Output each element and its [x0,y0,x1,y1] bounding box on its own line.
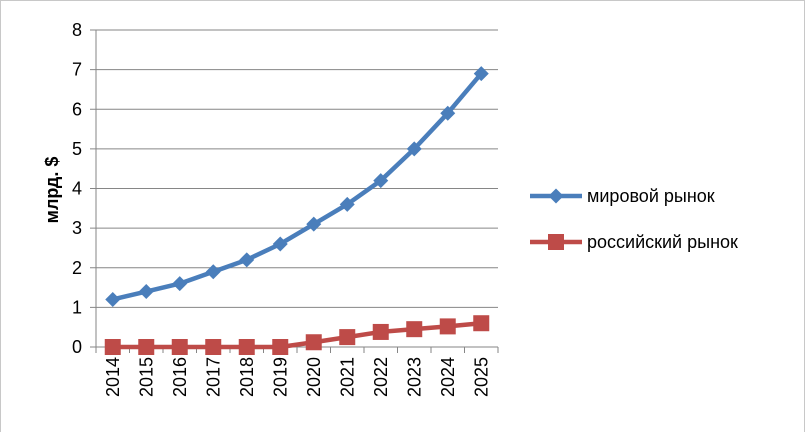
x-tick-label: 2014 [103,357,123,397]
x-tick-label: 2018 [237,357,257,397]
data-point-square [205,339,222,355]
data-point-diamond [373,173,389,189]
data-point-square [305,334,322,351]
data-point-diamond [239,252,255,268]
data-point-diamond [548,188,564,204]
data-point-square [272,339,289,355]
series-2 [104,315,490,355]
data-point-square [171,339,188,355]
y-tick-label: 8 [72,20,82,40]
data-point-square [238,339,255,355]
x-tick-label: 2016 [170,357,190,397]
y-tick-labels: 0 1 2 3 4 5 6 7 8 [72,20,82,357]
x-tick-label: 2021 [337,357,357,397]
data-point-diamond [306,216,322,232]
y-tick-label: 4 [72,179,82,199]
x-tick-label: 2023 [404,357,424,397]
y-tick-label: 5 [72,139,82,159]
legend: мировой рынок российский рынок [530,186,738,252]
y-tick-label: 3 [72,218,82,238]
x-tick-label: 2019 [270,357,290,397]
series-line [112,72,483,302]
legend-label: мировой рынок [587,186,715,206]
data-point-diamond [272,236,288,252]
axes [90,29,499,353]
y-tick-label: 7 [72,60,82,80]
y-axis-title: млрд. $ [42,157,62,224]
y-tick-label: 6 [72,99,82,119]
y-tick-label: 2 [72,258,82,278]
x-tick-label: 2017 [203,357,223,397]
legend-label: российский рынок [587,232,738,252]
series-line [112,320,482,350]
data-point-diamond [172,276,188,292]
y-tick-label: 1 [72,297,82,317]
y-tick-label: 0 [72,337,82,357]
x-tick-label: 2015 [136,357,156,397]
data-point-diamond [440,105,456,121]
legend-entry: российский рынок [530,232,738,252]
data-point-square [406,321,423,338]
data-point-square [339,329,356,346]
data-point-square [439,318,456,335]
x-tick-label: 2025 [471,357,491,397]
data-point-diamond [205,264,221,280]
x-tick-labels: 2014 2015 2016 2017 2018 2019 2020 2021 2022 2023… [103,357,492,397]
data-point-diamond [138,284,154,300]
data-point-square [372,323,389,340]
gridlines [96,29,498,308]
x-tick-label: 2020 [304,357,324,397]
data-point-square [104,339,121,355]
data-point-diamond [105,291,121,307]
data-point-square [138,339,155,355]
data-point-square [473,315,490,332]
x-tick-label: 2024 [438,357,458,397]
x-tick-label: 2022 [371,357,391,397]
data-point-diamond [339,196,355,212]
data-point-diamond [473,66,489,82]
legend-entry: мировой рынок [530,186,715,206]
series-1 [105,66,489,307]
series-group [104,66,490,355]
data-point-diamond [406,141,422,157]
data-point-square [548,234,564,250]
